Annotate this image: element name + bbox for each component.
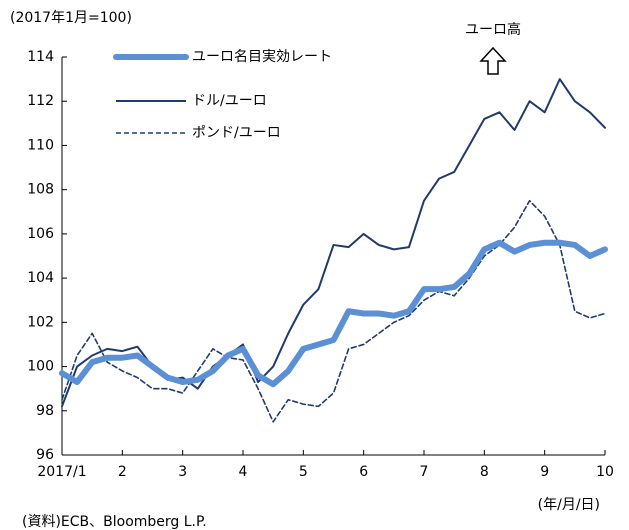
y-tick-label: 98 [36, 403, 54, 419]
x-tick-label: 2017/1 [37, 464, 86, 480]
y-tick-label: 114 [27, 49, 54, 65]
x-tick-label: 10 [596, 464, 614, 480]
y-tick-label: 112 [27, 93, 54, 109]
y-tick-label: 102 [27, 314, 54, 330]
y-tick-label: 96 [36, 447, 54, 463]
x-tick-label: 6 [359, 464, 368, 480]
x-tick-label: 8 [480, 464, 489, 480]
y-tick-label: 100 [27, 359, 54, 375]
x-tick-label: 4 [239, 464, 248, 480]
unit-label: (2017年1月=100) [10, 10, 132, 26]
y-tick-label: 106 [27, 226, 54, 242]
arrow-up [479, 46, 507, 75]
annotation: ユーロ高 [465, 21, 521, 38]
source: (資料)ECB、Bloomberg L.P. [22, 514, 207, 530]
x-tick-label: 7 [420, 464, 429, 480]
y-tick-label: 108 [27, 182, 54, 198]
series-line [61, 199, 606, 423]
x-tick-label: 3 [178, 464, 187, 480]
y-tick-label: 104 [27, 270, 54, 286]
x-tick-label: 2 [118, 464, 127, 480]
x-tick-label: 9 [540, 464, 549, 480]
legend-label: ユーロ名目実効レート [192, 49, 332, 65]
legend-label: ポンド/ユーロ [192, 125, 281, 141]
x-tick-label: 5 [299, 464, 308, 480]
legend-label: ドル/ユーロ [192, 93, 267, 109]
x-axis-label: (年/月/日) [538, 497, 600, 513]
y-tick-label: 110 [27, 137, 54, 153]
series-line [59, 239, 608, 388]
